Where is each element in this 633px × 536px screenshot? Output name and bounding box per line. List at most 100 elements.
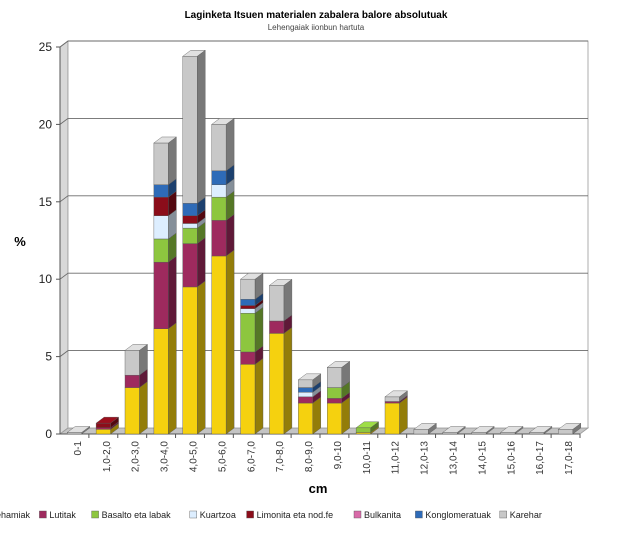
- legend-swatch: [189, 510, 198, 519]
- bar-segment: [355, 432, 371, 435]
- x-tick-label: 3,0-4,0: [160, 441, 171, 473]
- bar-top: [528, 426, 553, 433]
- bar-segment: [124, 374, 140, 388]
- x-tick-label: 9,0-10: [333, 441, 344, 470]
- legend: arehamiak Lutitak Basalto eta labak Kuartzo…: [0, 510, 542, 520]
- bar-top: [239, 273, 264, 280]
- legend-swatch: [353, 510, 362, 519]
- bar-side: [283, 278, 293, 322]
- legend-label: Konglomeratuak: [425, 510, 491, 520]
- bar-segment: [269, 320, 285, 334]
- bar-top: [471, 426, 495, 433]
- x-tick-label: 12,0-13: [420, 441, 431, 475]
- bar-side: [254, 357, 264, 435]
- bar-top: [153, 136, 177, 144]
- bar-top: [326, 361, 351, 368]
- bar-segment: [500, 432, 516, 435]
- bar-segment: [211, 220, 227, 257]
- bar-segment: [327, 398, 342, 404]
- x-tick-label: 13,0-14: [449, 441, 460, 475]
- legend-label: Kuartzoa: [200, 510, 236, 520]
- gridline: [59, 117, 588, 125]
- bar-segment: [211, 170, 227, 185]
- bar-segment: [182, 223, 198, 229]
- bar-top: [124, 344, 149, 351]
- bar-segment: [211, 196, 227, 221]
- bar-side: [283, 326, 293, 435]
- bar-segment: [95, 429, 111, 435]
- bar-segment: [298, 392, 313, 398]
- y-tick-label: 25: [39, 40, 53, 54]
- bar-segment: [182, 227, 198, 244]
- chart-subtitle: Lehengaiak iionbun hartuta: [268, 23, 365, 32]
- y-tick-label: 10: [39, 272, 53, 286]
- bar-segment: [211, 255, 227, 435]
- gridline: [59, 272, 588, 280]
- bar-segment: [298, 379, 313, 388]
- bar-segment: [153, 142, 169, 185]
- x-tick-label: 4,0-5,0: [189, 441, 200, 473]
- legend-label: Basalto eta labak: [102, 510, 172, 520]
- bar-side: [341, 396, 350, 435]
- y-tick-label: 5: [45, 350, 52, 364]
- bar-side: [225, 249, 235, 435]
- bar-segment: [558, 429, 573, 435]
- bar-top: [182, 50, 206, 57]
- bar-segment: [240, 299, 256, 306]
- bar-segment: [269, 285, 285, 322]
- legend-label: Limonita eta nod.fe: [257, 510, 334, 520]
- bar-segment: [124, 387, 140, 435]
- bar-segment: [471, 432, 487, 435]
- bar-segment: [269, 333, 285, 435]
- legend-label: Lutitak: [49, 510, 76, 520]
- plot-area: 0 5 10 15 20 25 0-1 1,0-2,0 2,0-3,0 3,0-4,0 4,0-5,…: [39, 40, 590, 475]
- bar-segment: [153, 261, 169, 329]
- bar-side: [399, 396, 408, 435]
- legend-swatch: [415, 510, 423, 519]
- x-tick-label: 17,0-18: [564, 441, 575, 475]
- x-tick-label: 5,0-6,0: [217, 441, 228, 473]
- bar-segment: [240, 279, 256, 300]
- gridline: [59, 195, 588, 203]
- chart-title: Laginketa Itsuen materialen zabalera bal…: [185, 10, 448, 21]
- bar-side: [197, 280, 206, 435]
- x-tick-label: 2,0-3,0: [131, 441, 142, 473]
- bar-side: [312, 396, 321, 435]
- bar-segment: [298, 396, 313, 404]
- x-tick-label: 14,0-15: [477, 441, 488, 475]
- x-tick-label: 0-1: [73, 441, 84, 456]
- bar-segment: [95, 422, 111, 429]
- bar-top: [211, 118, 235, 125]
- bar-top: [499, 426, 524, 433]
- bar-segment: [95, 427, 111, 430]
- legend-swatch: [246, 510, 254, 519]
- bar-segment: [240, 308, 256, 314]
- bar-segment: [211, 124, 227, 172]
- bar-segment: [298, 402, 313, 435]
- y-tick-label: 15: [39, 195, 53, 209]
- x-tick-label: 1,0-2,0: [102, 441, 113, 473]
- legend-label: arehamiak: [0, 510, 31, 520]
- bar-segment: [413, 429, 429, 435]
- legend-swatch: [91, 510, 99, 519]
- bar-segment: [182, 243, 198, 288]
- y-tick-label: 0: [45, 427, 52, 441]
- bar-segment: [211, 184, 227, 198]
- bar-segment: [182, 203, 198, 216]
- x-tick-label: 7,0-8,0: [275, 441, 286, 473]
- bar-top: [355, 421, 380, 429]
- legend-label: Bulkanita: [364, 510, 401, 520]
- legend-swatch: [39, 510, 47, 519]
- bar-side: [197, 49, 206, 204]
- y-tick-label: 20: [39, 117, 53, 131]
- bar-side: [168, 255, 177, 330]
- x-tick-label: 16,0-17: [535, 441, 546, 475]
- bar-segment: [355, 427, 371, 433]
- bar-segment: [153, 238, 169, 263]
- bar-segment: [153, 184, 169, 198]
- bar-side: [225, 213, 235, 257]
- bar-segment: [529, 432, 545, 435]
- x-axis-label: cm: [309, 481, 328, 496]
